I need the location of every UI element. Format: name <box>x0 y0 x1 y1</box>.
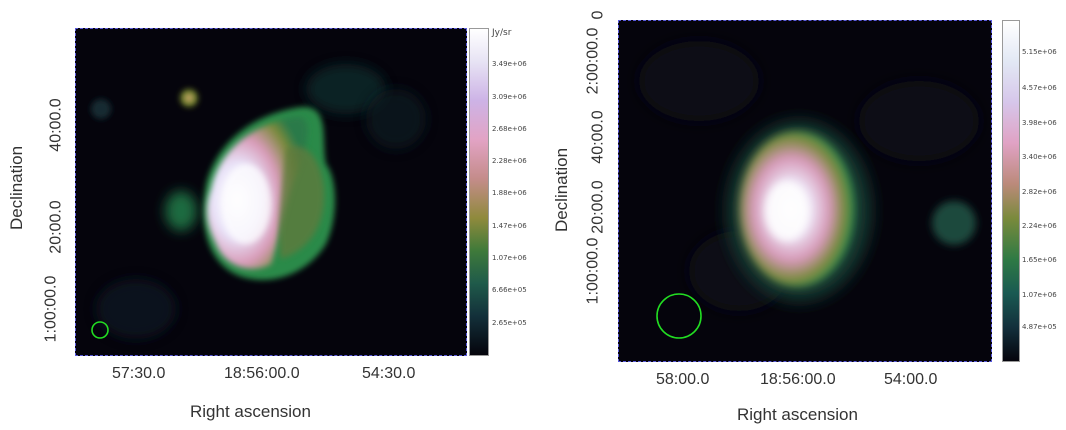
left-y-axis-label: Declination <box>7 145 27 231</box>
left-colorbar-tick: 1.07e+06 <box>492 254 527 262</box>
left-colorbar-tick: 3.09e+06 <box>492 93 527 101</box>
right-x-tick: 18:56:00.0 <box>760 371 836 388</box>
left-colorbar-tick: 2.68e+06 <box>492 125 527 133</box>
right-colorbar-tick: 1.65e+06 <box>1022 256 1057 264</box>
right-y-tick: 2:00:00.0 <box>584 27 602 95</box>
beam-circle <box>656 293 702 339</box>
left-x-tick: 57:30.0 <box>112 365 166 382</box>
left-y-tick: 40:00.0 <box>47 98 65 152</box>
left-colorbar-tick: 6.66e+05 <box>492 286 527 294</box>
right-y-tick: 20:00.0 <box>589 180 607 234</box>
left-colorbar <box>469 28 489 356</box>
right-colorbar-tick: 3.98e+06 <box>1022 119 1057 127</box>
left-colorbar-unit: Jy/sr <box>492 28 512 38</box>
right-colorbar-tick: 3.40e+06 <box>1022 153 1057 161</box>
left-colorbar-tick: 1.47e+06 <box>492 222 527 230</box>
right-y-tick: 0 <box>589 10 607 20</box>
right-colorbar-tick: 4.57e+06 <box>1022 84 1057 92</box>
right-colorbar-tick: 2.24e+06 <box>1022 222 1057 230</box>
right-colorbar-tick: 5.15e+06 <box>1022 48 1057 56</box>
left-colorbar-tick: 1.88e+06 <box>492 189 527 197</box>
right-y-tick: 40:00.0 <box>589 110 607 164</box>
left-colorbar-tick: 3.49e+06 <box>492 60 527 68</box>
right-colorbar <box>1002 20 1020 362</box>
right-x-axis-label: Right ascension <box>737 405 858 424</box>
right-y-axis-label: Declination <box>552 147 572 233</box>
left-y-tick: 20:00.0 <box>47 200 65 254</box>
right-colorbar-tick: 2.82e+06 <box>1022 188 1057 196</box>
left-image-svg <box>76 29 466 355</box>
right-x-tick: 58:00.0 <box>656 371 710 388</box>
left-x-axis-label: Right ascension <box>190 402 311 421</box>
right-colorbar-tick: 1.07e+06 <box>1022 291 1057 299</box>
left-colorbar-tick: 2.65e+05 <box>492 319 527 327</box>
left-image <box>75 28 467 356</box>
right-y-tick: 1:00:00.0 <box>584 237 602 305</box>
right-image <box>618 20 992 362</box>
right-x-tick: 54:00.0 <box>884 371 938 388</box>
left-colorbar-tick: 2.28e+06 <box>492 157 527 165</box>
left-x-tick: 18:56:00.0 <box>224 365 300 382</box>
left-y-tick: 1:00:00.0 <box>42 275 60 343</box>
right-image-svg <box>619 21 991 361</box>
left-x-tick: 54:30.0 <box>362 365 416 382</box>
beam-circle <box>91 321 109 339</box>
right-colorbar-tick: 4.87e+05 <box>1022 323 1057 331</box>
